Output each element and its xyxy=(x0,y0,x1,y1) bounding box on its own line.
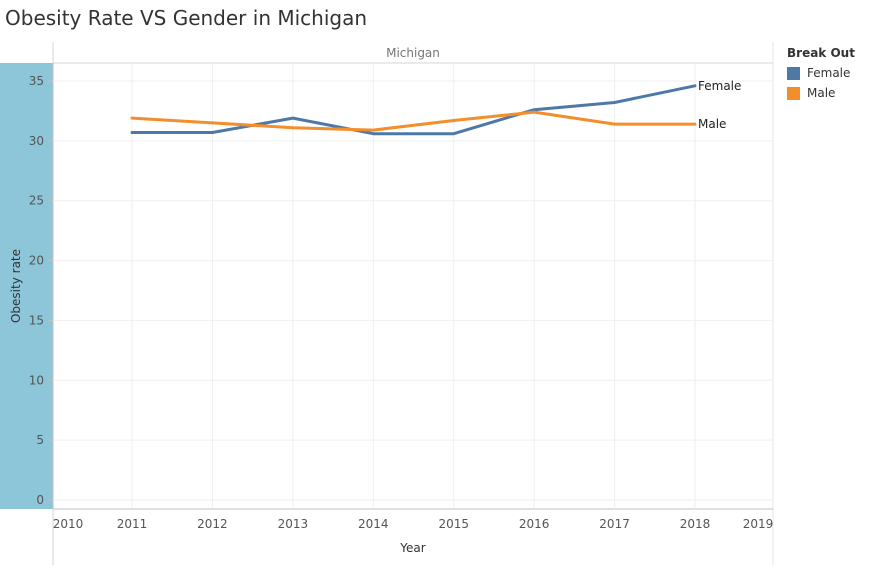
x-axis-title: Year xyxy=(399,541,425,555)
series-line-female xyxy=(130,84,697,136)
y-tick-label: 35 xyxy=(29,74,44,88)
end-label-female: Female xyxy=(698,79,741,93)
x-tick-label: 2012 xyxy=(197,517,228,531)
x-tick-label: 2015 xyxy=(438,517,469,531)
y-tick-label: 30 xyxy=(29,134,44,148)
y-tick-label: 5 xyxy=(36,433,44,447)
legend-label-female: Female xyxy=(807,66,851,80)
tick-layer: 0 5 10 15 20 25 30 35 2010 2011 2012 2013 2014 2015 20… xyxy=(29,74,774,531)
legend-swatch-female xyxy=(787,66,800,80)
legend-item-male[interactable]: Male xyxy=(787,83,855,103)
x-tick-label: 2010 xyxy=(53,517,84,531)
legend-title: Break Out xyxy=(787,46,855,60)
x-tick-label: 2011 xyxy=(117,517,148,531)
y-axis-title: Obesity rate xyxy=(9,249,23,323)
legend: Break Out Female Male xyxy=(787,46,855,103)
y-tick-label: 0 xyxy=(36,493,44,507)
y-tick-label: 10 xyxy=(29,373,44,387)
x-tick-label: 2018 xyxy=(680,517,711,531)
y-axis-band xyxy=(0,63,53,509)
x-tick-label: 2019 xyxy=(743,517,774,531)
x-tick-label: 2013 xyxy=(278,517,309,531)
legend-label-male: Male xyxy=(807,86,836,100)
chart-title: Obesity Rate VS Gender in Michigan xyxy=(5,6,368,30)
y-tick-label: 20 xyxy=(29,254,44,268)
x-tick-label: 2017 xyxy=(599,517,630,531)
panel-title: Michigan xyxy=(386,46,440,60)
grid-layer xyxy=(53,63,773,509)
series-layer: Female Male xyxy=(130,79,741,136)
x-tick-label: 2016 xyxy=(519,517,550,531)
legend-item-female[interactable]: Female xyxy=(787,63,855,83)
x-tick-label: 2014 xyxy=(358,517,389,531)
legend-swatch-male xyxy=(787,86,800,100)
y-tick-label: 25 xyxy=(29,194,44,208)
y-tick-label: 15 xyxy=(29,313,44,327)
series-line-male xyxy=(130,110,697,132)
end-label-male: Male xyxy=(698,117,726,131)
